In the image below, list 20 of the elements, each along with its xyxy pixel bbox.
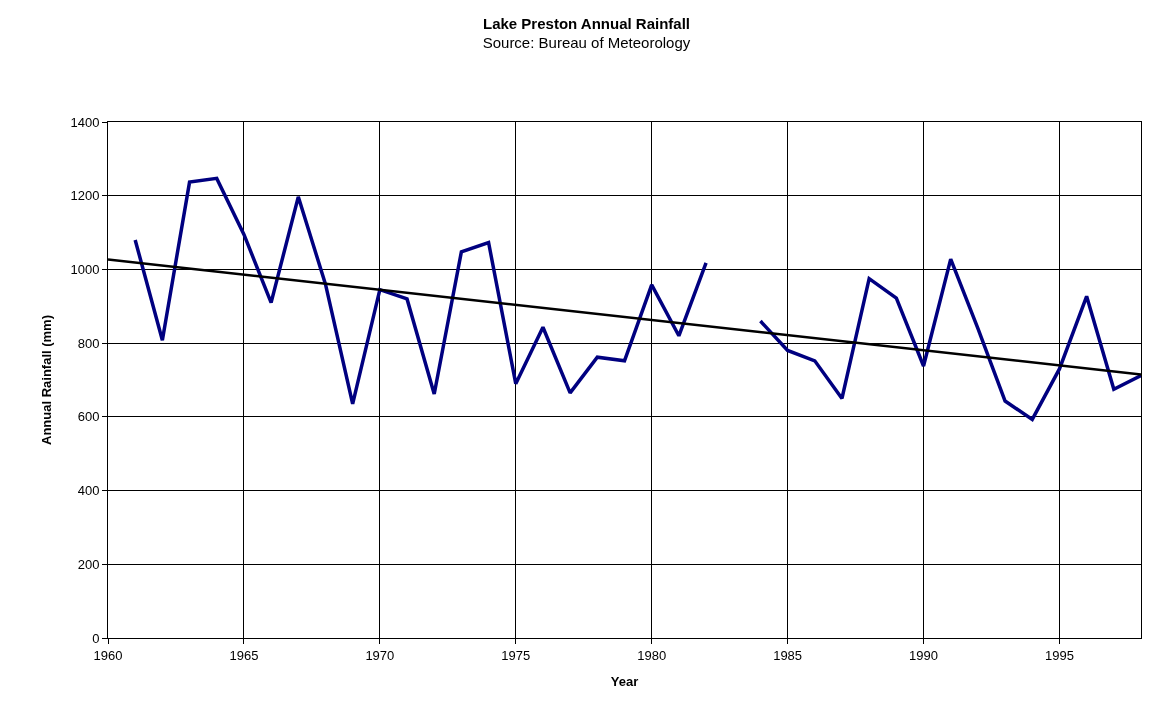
- x-tick-label: 1965: [229, 647, 259, 663]
- y-axis-title: Annual Rainfall (mm): [39, 314, 55, 446]
- chart-title: Lake Preston Annual Rainfall: [483, 14, 690, 32]
- y-tick-label: 1000: [70, 261, 100, 277]
- y-tick-label: 600: [77, 409, 100, 425]
- y-tick-label: 200: [77, 556, 100, 572]
- y-tick-label: 1200: [70, 188, 100, 204]
- y-tick-label: 0: [92, 630, 100, 646]
- y-tick-label: 1400: [70, 114, 100, 130]
- x-tick-label: 1970: [365, 647, 395, 663]
- y-tick-label: 800: [77, 335, 100, 351]
- x-tick-label: 1960: [93, 647, 123, 663]
- x-tick-label: 1990: [909, 647, 938, 663]
- chart-subtitle: Source: Bureau of Meteorology: [482, 34, 691, 52]
- x-tick-label: 1985: [773, 647, 803, 663]
- x-tick-label: 1975: [501, 647, 531, 663]
- x-tick-label: 1995: [1044, 647, 1074, 663]
- x-tick-label: 1980: [637, 647, 667, 663]
- x-axis-title: Year: [610, 674, 639, 690]
- y-tick-label: 400: [77, 483, 100, 499]
